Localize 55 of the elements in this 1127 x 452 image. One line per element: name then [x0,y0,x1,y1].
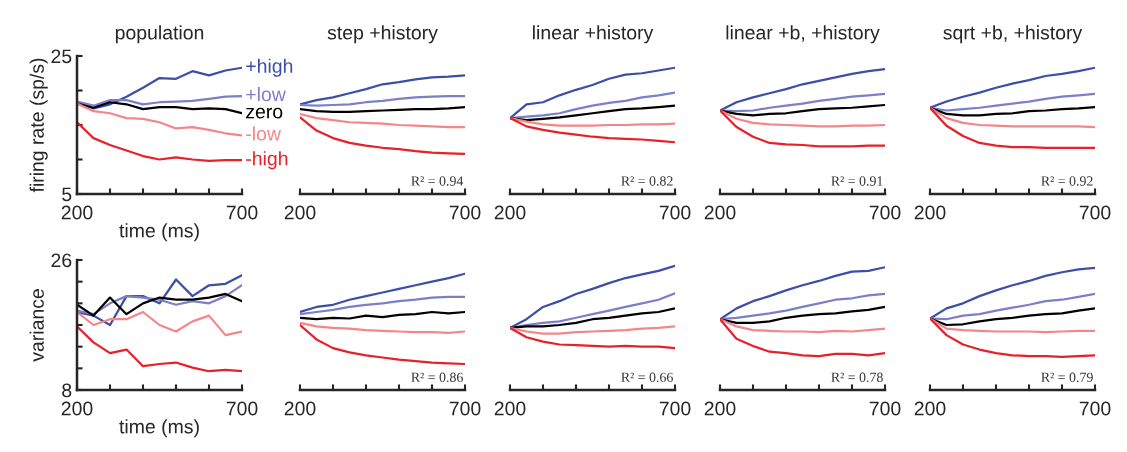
x-tick-label: 200 [61,205,93,220]
chart-title: sqrt +b, +history [943,25,1083,44]
x-tick-label: 700 [869,205,901,220]
x-tick-label: 200 [494,401,526,416]
x-tick-label: 700 [869,401,901,416]
x-tick-label: 700 [1079,205,1111,220]
series-label: -high [246,151,288,170]
x-tick-label: 700 [226,205,258,220]
x-axis-title: time (ms) [119,223,199,242]
x-tick-label: 200 [284,205,316,220]
x-tick-label: 200 [704,401,736,416]
chart-title: step +history [327,25,438,44]
line-series [77,292,242,317]
y-axis-title: firing rate (sp/s) [29,58,48,193]
line-series [77,274,242,327]
line-series [77,310,242,337]
annotation: R² = 0.79 [1041,372,1093,383]
line-series [77,101,242,115]
series-label: zero [246,107,283,119]
annotation: R² = 0.66 [621,372,673,383]
line-series [77,121,242,162]
x-tick-label: 200 [914,401,946,416]
series-label: +high [246,58,293,77]
annotation: R² = 0.92 [1041,176,1093,186]
chart-title: linear +b, +history [726,25,880,44]
annotation: R² = 0.91 [831,176,883,186]
y-tick-label: 8 [62,383,72,398]
line-series [77,94,242,107]
series-label: +low [246,86,286,102]
x-tick-label: 200 [704,205,736,220]
line-series [77,325,242,373]
x-tick-label: 700 [1079,401,1111,416]
x-axis-title: time (ms) [119,419,199,438]
x-tick-label: 200 [284,401,316,416]
annotation: R² = 0.82 [621,176,673,186]
x-tick-label: 200 [494,205,526,220]
annotation: R² = 0.94 [411,176,464,186]
chart-title: population [115,25,204,44]
x-tick-label: 200 [61,401,93,416]
y-tick-label: 5 [62,187,72,202]
y-tick-label: 25 [51,49,72,64]
chart-title: linear +history [533,25,654,44]
line-series [77,284,242,316]
x-tick-label: 700 [659,401,691,416]
x-tick-label: 200 [914,205,946,220]
line-series [77,102,242,137]
y-tick-label: 26 [51,253,72,268]
series-label: -low [246,126,281,141]
x-tick-label: 700 [226,401,258,416]
x-tick-label: 700 [659,205,691,220]
annotation: R² = 0.78 [831,372,883,383]
annotation: R² = 0.86 [411,372,463,383]
x-tick-label: 700 [449,205,481,220]
y-axis-title: variance [29,289,44,362]
x-tick-label: 700 [449,401,481,416]
